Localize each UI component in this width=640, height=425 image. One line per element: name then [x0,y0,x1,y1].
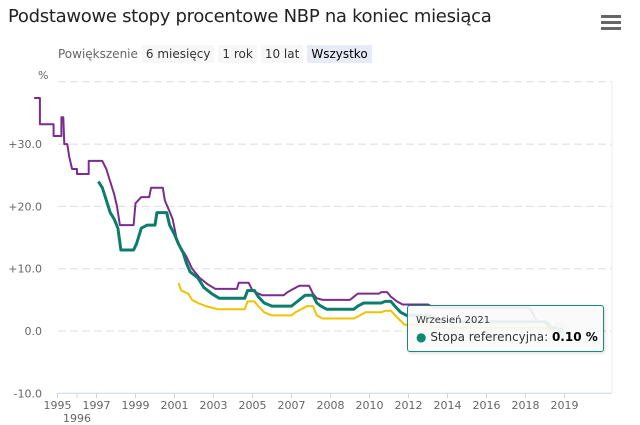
x-tick-label: 1997 [83,399,111,412]
zoom-all-button[interactable]: Wszystko [307,45,372,63]
zoom-selector: Powiększenie 6 miesięcy 1 rok 10 lat Wsz… [58,45,372,63]
x-tick-label: 2005 [239,399,267,412]
chart-title: Podstawowe stopy procentowe NBP na konie… [8,6,492,27]
x-tick-label: 2016 [473,399,501,412]
hamburger-menu-icon[interactable] [601,15,621,31]
x-tick-label: 1996 [63,412,91,425]
y-tick-label: -10.0 [14,387,42,400]
y-tick-label: +20.0 [8,200,42,213]
tooltip-series-name: Stopa referencyjna [430,330,545,344]
zoom-6-months-button[interactable]: 6 miesięcy [141,45,215,63]
tooltip-value: 0.10 % [551,330,598,344]
x-tick-label: 2003 [200,399,228,412]
series-dot-icon: ● [416,330,427,344]
zoom-1-year-button[interactable]: 1 rok [218,45,257,63]
y-tick-label: +30.0 [8,138,42,151]
tooltip: Wrzesień 2021 ● Stopa referencyjna: 0.10… [407,305,604,352]
y-tick-label: 0.0 [25,325,43,338]
x-tick-label: 2014 [434,399,462,412]
zoom-10-years-button[interactable]: 10 lat [260,45,304,63]
tooltip-row: ● Stopa referencyjna: 0.10 % [416,330,598,344]
series-line [34,97,561,329]
x-tick-label: 2001 [161,399,189,412]
x-tick-label: 1995 [44,399,72,412]
x-tick-label: 2018 [512,399,540,412]
x-tick-label: 2012 [395,399,423,412]
x-tick-label: 2019 [551,399,579,412]
x-tick-label: 2010 [356,399,384,412]
x-tick-label: 1999 [122,399,150,412]
x-tick-label: 2008 [317,399,345,412]
x-tick-label: 2007 [278,399,306,412]
y-tick-label: +10.0 [8,263,42,276]
tooltip-date: Wrzesień 2021 [416,315,491,326]
y-axis-label: % [38,69,48,82]
series-line [177,282,561,332]
zoom-label: Powiększenie [58,47,138,61]
series-line [97,180,561,332]
